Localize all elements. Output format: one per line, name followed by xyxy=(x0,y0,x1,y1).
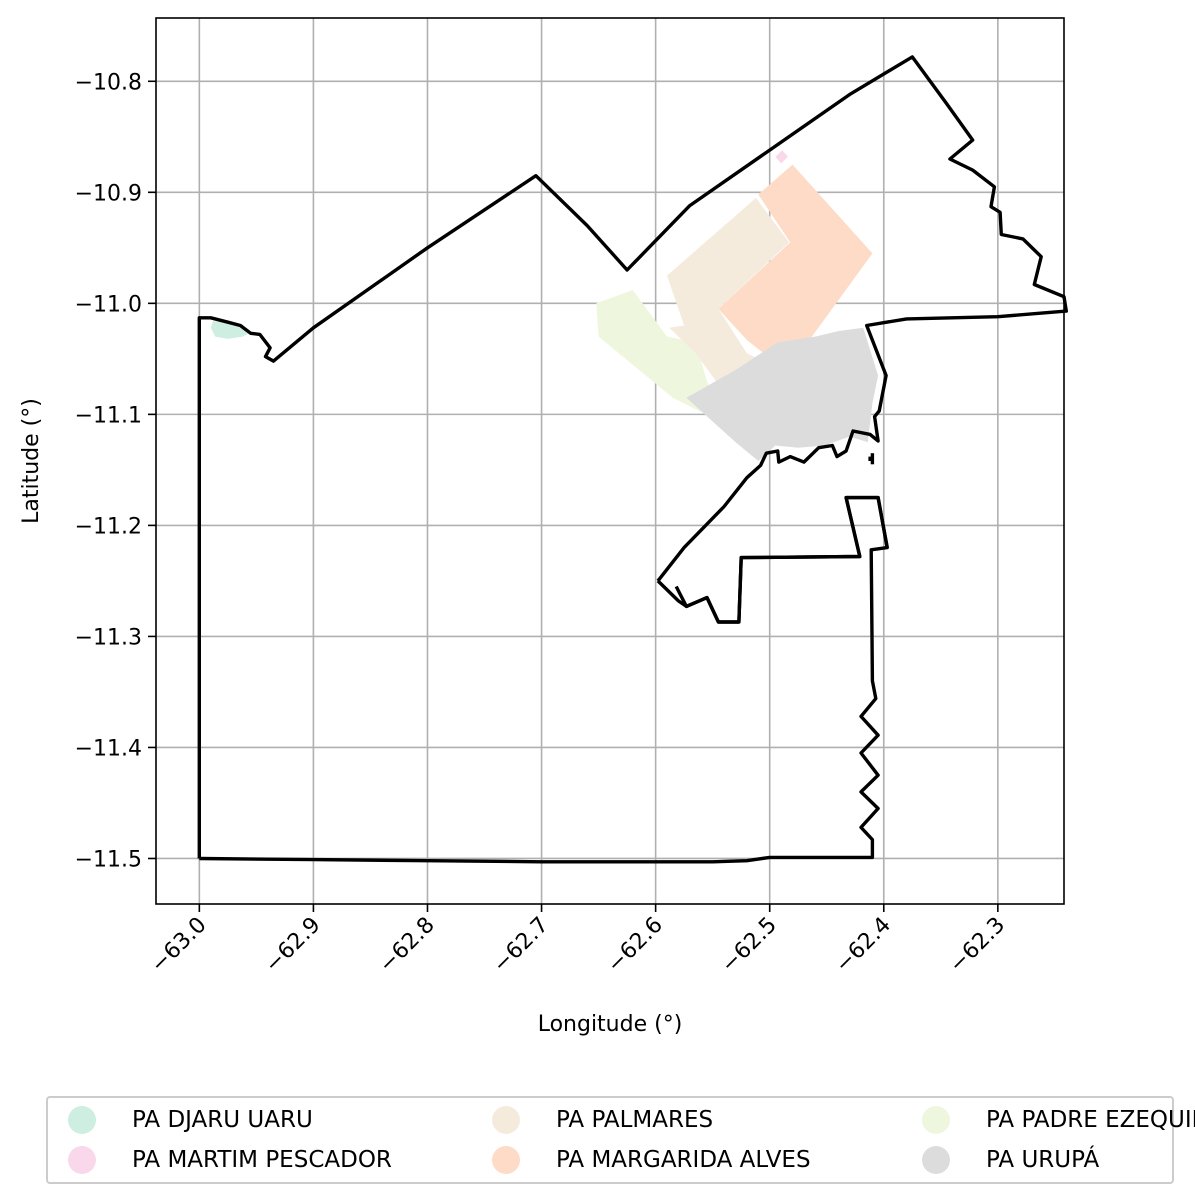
legend-marker xyxy=(492,1106,520,1134)
legend-item: PA URUPÁ xyxy=(902,1142,1099,1178)
legend-marker xyxy=(68,1106,96,1134)
x-tick-label: −62.8 xyxy=(374,913,439,978)
legend-label: PA PALMARES xyxy=(556,1107,714,1133)
x-tick-label: −63.0 xyxy=(146,913,211,978)
x-axis-ticks: −63.0 −62.9 −62.8 −62.7 −62.6 −62.5 −62.4 −62.3 xyxy=(146,904,1010,978)
x-tick-label: −62.4 xyxy=(831,913,896,978)
y-tick-label: −11.3 xyxy=(75,625,142,650)
x-tick-label: −62.6 xyxy=(603,913,668,978)
x-axis-label: Longitude (°) xyxy=(538,1012,683,1037)
y-axis-ticks: −10.8 −10.9 −11.0 −11.1 −11.2 −11.3 −11.4 −11.5 xyxy=(75,70,156,872)
region-pa-martim-pescador xyxy=(775,150,788,164)
legend-item: PA PALMARES xyxy=(472,1102,713,1138)
y-tick-label: −11.5 xyxy=(75,847,142,872)
region-polygons xyxy=(210,150,879,461)
legend: PA DJARU UARU PA MARTIM PESCADOR PA PALMAR… xyxy=(46,1096,1195,1184)
grid-lines xyxy=(156,18,1064,904)
legend-item: PA PADRE EZEQUIEL xyxy=(902,1102,1195,1138)
legend-marker xyxy=(922,1146,950,1174)
y-tick-label: −11.0 xyxy=(75,292,142,317)
y-tick-label: −10.9 xyxy=(75,181,142,206)
legend-label: PA URUPÁ xyxy=(986,1147,1100,1173)
legend-item: PA MARGARIDA ALVES xyxy=(472,1142,811,1178)
y-tick-label: −11.4 xyxy=(75,736,142,761)
x-tick-label: −62.7 xyxy=(488,913,553,978)
boundary-lines xyxy=(197,55,1069,864)
x-tick-label: −62.3 xyxy=(945,913,1010,978)
y-axis-label: Latitude (°) xyxy=(19,398,44,524)
boundary-line xyxy=(656,495,889,624)
y-tick-label: −11.1 xyxy=(75,403,142,428)
legend-label: PA MARGARIDA ALVES xyxy=(556,1147,811,1173)
legend-marker xyxy=(922,1106,950,1134)
region-pa-palmares xyxy=(667,197,790,393)
region-pa-urup- xyxy=(686,327,879,461)
region-pa-margarida-alves xyxy=(718,164,873,365)
plot-frame xyxy=(155,17,1065,905)
legend-item: PA DJARU UARU xyxy=(48,1102,313,1138)
legend-item: PA MARTIM PESCADOR xyxy=(48,1142,392,1178)
legend-label: PA DJARU UARU xyxy=(132,1107,313,1133)
x-tick-label: −62.5 xyxy=(717,913,782,978)
legend-label: PA PADRE EZEQUIEL xyxy=(986,1107,1195,1133)
legend-marker xyxy=(492,1146,520,1174)
x-tick-label: −62.9 xyxy=(260,913,325,978)
legend-label: PA MARTIM PESCADOR xyxy=(132,1147,392,1173)
region-pa-djaru-uaru xyxy=(210,321,251,339)
legend-marker xyxy=(68,1146,96,1174)
y-tick-label: −10.8 xyxy=(75,70,142,95)
region-pa-padre-ezequiel xyxy=(596,290,713,413)
boundary-line xyxy=(199,495,889,864)
boundary-line xyxy=(197,55,1069,859)
map-chart: −63.0 −62.9 −62.8 −62.7 −62.6 −62.5 −62.4 −62.3… xyxy=(19,17,1069,1037)
y-tick-label: −11.2 xyxy=(75,514,142,539)
